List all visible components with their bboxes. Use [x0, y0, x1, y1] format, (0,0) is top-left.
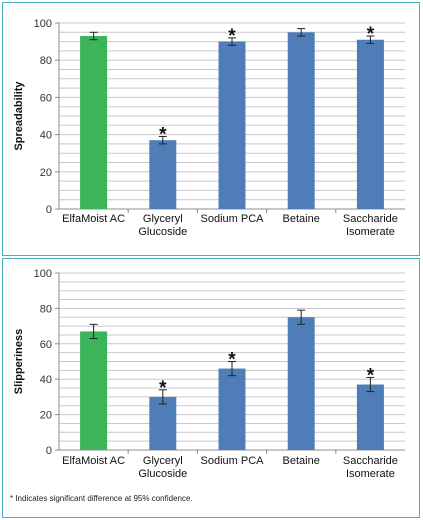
- bar-saccharide-isomerate: [356, 384, 384, 450]
- category-label-glyceryl-glucoside: Glyceryl Glucoside: [138, 213, 187, 238]
- category-label-line: ElfaMoist AC: [62, 213, 125, 225]
- category-label-sodium-pca: Sodium PCA: [201, 455, 265, 467]
- significance-marker-saccharide-isomerate: *: [367, 365, 375, 386]
- category-label-line: ElfaMoist AC: [62, 455, 125, 467]
- error-bar-glyceryl-glucoside: [158, 135, 167, 145]
- y-tick-label: 60: [40, 92, 52, 104]
- bar-glyceryl-glucoside: [149, 140, 177, 209]
- error-bar-saccharide-isomerate: [366, 35, 375, 44]
- category-label-glyceryl-glucoside: Glyceryl Glucoside: [138, 455, 187, 480]
- y-tick-label: 100: [34, 18, 52, 30]
- y-tick-label: 20: [40, 410, 52, 422]
- footnote: * Indicates significant difference at 95…: [10, 494, 193, 503]
- bar-sodium-pca: [218, 368, 246, 450]
- category-label-line: Glucoside: [138, 468, 187, 480]
- spreadability-chart: 0 20 40 60 80 100 Spreadability ElfaMoist AC * Gl…: [13, 18, 405, 238]
- category-label-line: Glucoside: [138, 226, 187, 238]
- category-label-betaine: Betaine: [283, 213, 320, 225]
- bar-saccharide-isomerate: [356, 39, 384, 209]
- category-label-line: Glyceryl: [143, 213, 183, 225]
- y-tick-label: 60: [40, 339, 52, 351]
- category-label-line: Isomerate: [346, 468, 395, 480]
- category-label-line: Saccharide: [343, 213, 398, 225]
- category-label-betaine: Betaine: [283, 455, 320, 467]
- slipperiness-chart-panel: 0 20 40 60 80 100 Slipperiness ElfaMoist AC * Gly…: [2, 258, 420, 518]
- category-label-line: Isomerate: [346, 226, 395, 238]
- y-tick-label: 0: [46, 445, 52, 457]
- y-tick-label: 40: [40, 374, 52, 386]
- y-axis-label: Slipperiness: [13, 329, 25, 394]
- bar-betaine: [287, 32, 315, 209]
- significance-marker-saccharide-isomerate: *: [367, 24, 375, 45]
- bar-sodium-pca: [218, 41, 246, 209]
- error-bar-betaine: [297, 28, 306, 37]
- error-bar-elfamoist-ac: [89, 31, 98, 41]
- category-label-sodium-pca: Sodium PCA: [201, 213, 265, 225]
- category-label-line: Betaine: [283, 455, 320, 467]
- category-label-line: Sodium PCA: [201, 213, 265, 225]
- category-label-elfamoist-ac: ElfaMoist AC: [62, 455, 125, 467]
- bar-elfamoist-ac: [80, 331, 108, 450]
- category-label-saccharide-isomerate: Saccharide Isomerate: [343, 213, 398, 238]
- significance-marker-glyceryl-glucoside: *: [159, 378, 167, 399]
- significance-marker-sodium-pca: *: [228, 350, 236, 371]
- error-bar-saccharide-isomerate: [366, 376, 375, 393]
- significance-marker-sodium-pca: *: [228, 26, 236, 47]
- category-label-elfamoist-ac: ElfaMoist AC: [62, 213, 125, 225]
- bar-betaine: [287, 317, 315, 450]
- spreadability-chart-panel: 0 20 40 60 80 100 Spreadability ElfaMoist AC * Gl…: [2, 2, 420, 256]
- category-label-saccharide-isomerate: Saccharide Isomerate: [343, 455, 398, 480]
- significance-marker-glyceryl-glucoside: *: [159, 124, 167, 145]
- y-axis-label: Spreadability: [13, 81, 25, 151]
- y-tick-label: 100: [34, 268, 52, 280]
- category-label-line: Glyceryl: [143, 455, 183, 467]
- error-bar-elfamoist-ac: [89, 323, 98, 339]
- error-bar-sodium-pca: [228, 37, 236, 46]
- y-tick-label: 40: [40, 130, 52, 142]
- slipperiness-chart: 0 20 40 60 80 100 Slipperiness ElfaMoist AC * Gly…: [13, 268, 405, 480]
- category-label-line: Sodium PCA: [201, 455, 265, 467]
- error-bar-sodium-pca: [228, 361, 236, 377]
- error-bar-glyceryl-glucoside: [158, 389, 167, 405]
- y-tick-label: 80: [40, 303, 52, 315]
- y-tick-label: 0: [46, 204, 52, 216]
- y-tick-label: 80: [40, 55, 52, 67]
- error-bar-betaine: [297, 309, 306, 325]
- category-label-line: Saccharide: [343, 455, 398, 467]
- bar-glyceryl-glucoside: [149, 396, 177, 450]
- y-tick-label: 20: [40, 167, 52, 179]
- bar-elfamoist-ac: [80, 36, 108, 209]
- category-label-line: Betaine: [283, 213, 320, 225]
